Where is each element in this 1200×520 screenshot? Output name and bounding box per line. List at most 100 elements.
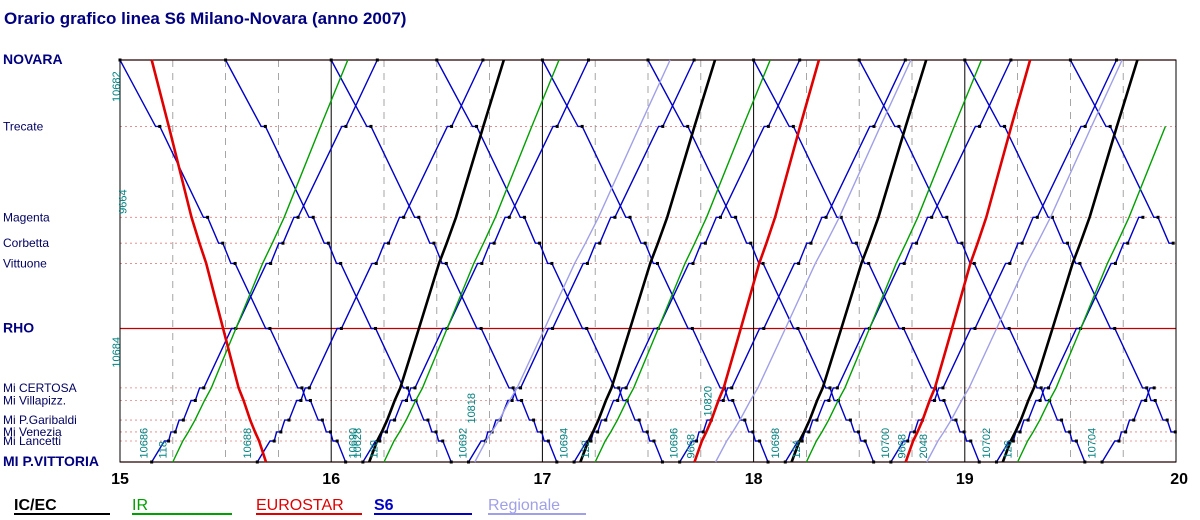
stop-marker xyxy=(589,439,593,443)
stop-marker xyxy=(1020,241,1024,245)
stop-marker xyxy=(339,261,343,265)
stop-marker xyxy=(479,326,483,330)
stop-marker xyxy=(863,439,867,443)
train-path-s6-17 xyxy=(890,59,1118,463)
stop-marker xyxy=(678,460,682,464)
stop-marker xyxy=(311,215,315,219)
stop-marker xyxy=(1078,261,1082,265)
stop-marker xyxy=(206,215,210,219)
train-path-s6-1 xyxy=(224,59,452,463)
train-path-s6-5 xyxy=(647,59,875,463)
stop-marker xyxy=(1003,124,1007,128)
stop-marker xyxy=(555,124,559,128)
train-number-label: 10694 xyxy=(559,428,571,459)
stop-marker xyxy=(962,430,966,434)
train-path-s6-8 xyxy=(964,59,1176,433)
stop-marker xyxy=(361,460,365,464)
stop-marker xyxy=(752,58,756,62)
train-path-s6-12 xyxy=(362,59,590,463)
stop-marker xyxy=(751,430,755,434)
stop-marker xyxy=(824,215,828,219)
train-path-s6-11 xyxy=(256,59,484,463)
stop-marker xyxy=(695,439,699,443)
stop-marker xyxy=(828,386,832,390)
stop-marker xyxy=(1008,261,1012,265)
stop-marker xyxy=(1060,418,1064,422)
stop-marker xyxy=(815,418,819,422)
train-number-label: 10820 xyxy=(702,386,714,417)
stop-marker xyxy=(598,241,602,245)
legend-group: IC/EC IR EUROSTAR S6 Regionale xyxy=(14,497,586,515)
stop-marker xyxy=(960,241,964,245)
stop-marker xyxy=(466,460,470,464)
train-path-s6-9 xyxy=(1069,59,1174,244)
train-number-label: 10686 xyxy=(138,428,150,459)
train-path-regionale-34 xyxy=(926,59,1123,463)
stop-marker xyxy=(800,439,804,443)
stop-marker xyxy=(646,58,650,62)
stop-marker xyxy=(1113,261,1117,265)
stop-marker xyxy=(963,58,967,62)
train-number-label: 10702 xyxy=(981,428,993,459)
train-number-label: 10628 xyxy=(352,428,364,459)
stop-marker xyxy=(308,398,312,402)
train-number-label: 10696 xyxy=(669,428,681,459)
stop-marker xyxy=(743,418,747,422)
stop-marker xyxy=(480,261,484,265)
stop-marker xyxy=(1083,124,1087,128)
stop-marker xyxy=(344,460,348,464)
x-tick-label-17: 17 xyxy=(534,471,552,488)
stop-marker xyxy=(1007,326,1011,330)
stop-marker xyxy=(320,418,324,422)
stop-marker xyxy=(329,58,333,62)
stop-marker xyxy=(193,398,197,402)
stop-marker xyxy=(540,58,544,62)
train-path-regionale-32 xyxy=(474,59,671,463)
stop-marker xyxy=(522,215,526,219)
stop-marker xyxy=(375,58,379,62)
stop-marker xyxy=(585,261,589,265)
stop-marker xyxy=(867,261,871,265)
train-path-s6-7 xyxy=(858,59,1086,463)
train-number-label: 10684 xyxy=(111,337,123,368)
stop-marker xyxy=(617,386,621,390)
stop-marker xyxy=(954,418,958,422)
stop-marker xyxy=(945,215,949,219)
stop-marker xyxy=(402,215,406,219)
stop-marker xyxy=(1115,58,1119,62)
stop-marker xyxy=(580,124,584,128)
stop-marker xyxy=(555,460,559,464)
station-label-corbetta: Corbetta xyxy=(3,236,49,250)
stop-marker xyxy=(492,241,496,245)
stop-marker xyxy=(872,124,876,128)
stop-marker xyxy=(532,418,536,422)
train-number-label: 9668 xyxy=(685,434,697,458)
x-axis-group: 15 16 17 18 19 20 xyxy=(111,471,1188,488)
stop-marker xyxy=(994,460,998,464)
stop-marker xyxy=(481,58,485,62)
stop-marker xyxy=(703,241,707,245)
stop-marker xyxy=(444,261,448,265)
legend-label-eurostar: EUROSTAR xyxy=(256,497,344,514)
legend-label-regionale: Regionale xyxy=(488,497,560,514)
stop-marker xyxy=(587,58,591,62)
stop-marker xyxy=(434,430,438,434)
stop-marker xyxy=(1145,386,1149,390)
stop-marker xyxy=(1083,460,1087,464)
stop-marker xyxy=(1018,430,1022,434)
train-number-label: 124 xyxy=(791,440,803,458)
stop-marker xyxy=(856,430,860,434)
legend-label-s6: S6 xyxy=(374,497,394,514)
stop-marker xyxy=(686,124,690,128)
stop-marker xyxy=(326,241,330,245)
stop-marker xyxy=(1011,439,1015,443)
train-number-label: 10682 xyxy=(111,71,123,102)
stop-marker xyxy=(538,241,542,245)
stop-marker xyxy=(405,398,409,402)
stop-marker xyxy=(520,398,524,402)
station-label-trecate: Trecate xyxy=(3,119,44,133)
stop-marker xyxy=(1100,460,1104,464)
station-label-magenta: Magenta xyxy=(3,210,50,224)
stop-marker xyxy=(413,386,417,390)
